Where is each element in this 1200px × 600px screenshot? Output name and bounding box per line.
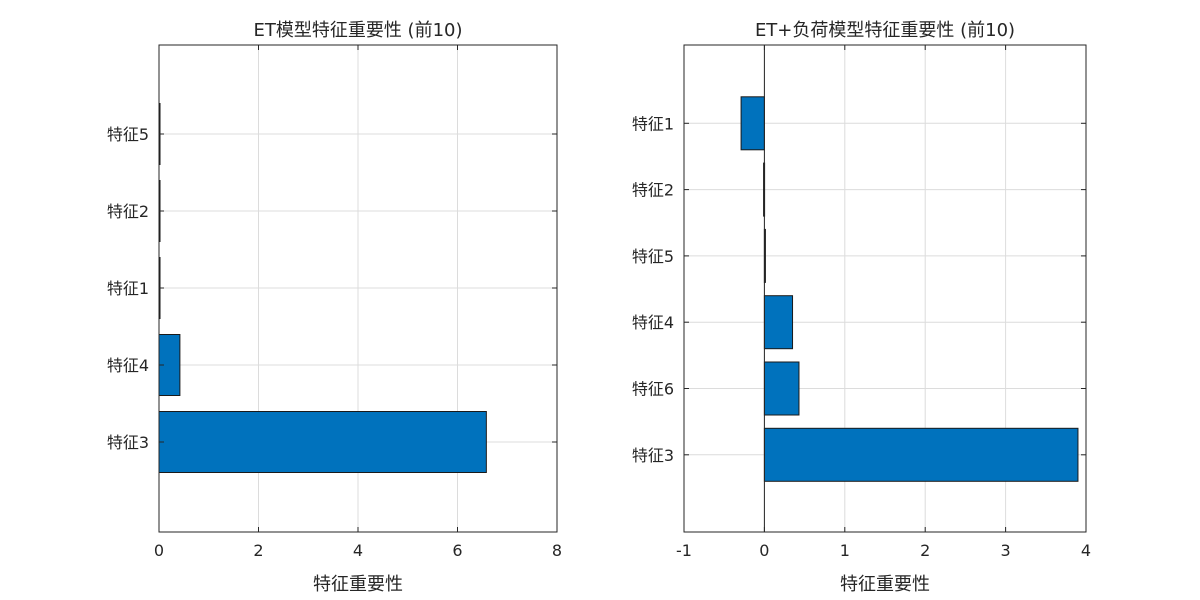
x-tick-label: 4 — [353, 541, 363, 560]
y-tick-label: 特征2 — [632, 181, 674, 200]
bar-特征4 — [763, 295, 794, 350]
y-tick-label: 特征3 — [107, 433, 149, 452]
x-tick-label: 4 — [1081, 541, 1091, 560]
x-tick-label: 6 — [452, 541, 462, 560]
x-tick-label: 1 — [840, 541, 850, 560]
bar-特征3 — [158, 411, 487, 473]
x-axis-label: 特征重要性 — [840, 574, 930, 595]
chart-title: ET+负荷模型特征重要性 (前10) — [755, 20, 1015, 41]
y-tick-label: 特征2 — [107, 202, 149, 221]
y-tick-label: 特征4 — [107, 356, 149, 375]
y-tick-label: 特征1 — [107, 279, 149, 298]
x-tick-label: 2 — [253, 541, 263, 560]
x-tick-label: 8 — [552, 541, 562, 560]
y-tick-label: 特征6 — [632, 380, 674, 399]
bar-特征6 — [763, 361, 800, 416]
axes-frame — [683, 44, 1087, 533]
x-tick-label: 0 — [154, 541, 164, 560]
y-tick-label: 特征4 — [632, 313, 674, 332]
y-tick-label: 特征5 — [107, 125, 149, 144]
y-tick-label: 特征1 — [632, 114, 674, 133]
y-tick-label: 特征5 — [632, 247, 674, 266]
x-tick-label: 0 — [759, 541, 769, 560]
x-tick-label: -1 — [676, 541, 692, 560]
x-tick-label: 2 — [920, 541, 930, 560]
bar-特征3 — [763, 427, 1079, 482]
x-tick-label: 3 — [1001, 541, 1011, 560]
chart-et-load-model: -1 0 1 2 3 4 特征1 特征2 特征5 特征4 特征6 特征3 ET+负荷模型特征重要性 (前… — [632, 20, 1091, 595]
x-axis-label: 特征重要性 — [313, 574, 403, 595]
chart-et-model: 0 2 4 6 8 特征5 特征2 特征1 特征4 特征3 ET模型特征重要性 (前10) 特征重要性 — [107, 20, 562, 595]
y-tick-label: 特征3 — [632, 446, 674, 465]
bar-特征1 — [740, 96, 765, 151]
chart-title: ET模型特征重要性 (前10) — [253, 20, 462, 41]
